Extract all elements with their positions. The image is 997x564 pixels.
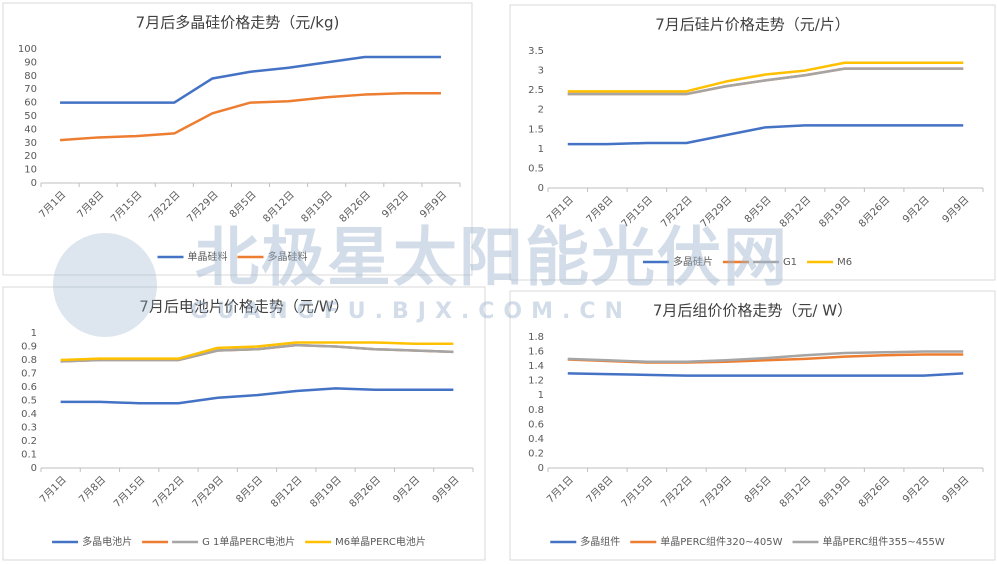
chart-title: 7月后电池片价格走势（元/W） [139,298,348,316]
legend-label: 单晶PERC组件355~455W [823,535,945,548]
y-tick-label: 0 [538,183,544,194]
legend-label: 单晶PERC组件320~405W [660,535,782,548]
panel-frame [509,4,996,281]
y-tick-label: 0.3 [21,423,37,434]
y-tick-label: 10 [24,165,37,176]
y-tick-label: 1.5 [528,124,544,135]
legend-label: M6 [837,257,852,268]
y-tick-label: 1.4 [528,361,544,372]
data-line [567,61,964,93]
y-tick-label: 60 [24,98,37,109]
legend-label: 单晶硅料 [188,250,228,263]
y-tick-label: 1 [538,390,544,401]
watermark-text: 北极星太阳能光伏网 [195,222,789,296]
y-tick-label: 100 [18,44,37,55]
y-tick-label: 0.1 [21,450,37,461]
chart-title: 7月后硅片价格走势（元/片） [655,16,850,34]
chart-title: 7月后组价价格走势（元/ W） [653,302,852,320]
chart-panel: 7月后电池片价格走势（元/W） 0 0.1 0.2 0.3 0.4 0.5 0.6 0.7 0.8… [2,286,486,561]
y-tick-label: 1.8 [528,332,544,343]
data-line [567,350,964,363]
data-line [567,67,964,96]
y-tick-label: 30 [24,138,37,149]
data-line [60,343,454,363]
data-line [60,55,441,104]
y-tick-label: 0.6 [528,419,544,430]
y-tick-label: 0.8 [528,405,544,416]
legend: 多晶电池片 G 1单晶PERC电池片 M6单晶PERC电池片 [52,535,426,548]
y-tick-label: 3.5 [528,46,544,57]
data-line [567,124,964,146]
y-tick-label: 0.4 [528,434,544,445]
y-tick-label: 90 [24,57,37,68]
y-tick-label: 40 [24,124,37,135]
legend-label: 多晶硅料 [268,250,308,263]
watermark-url: GUANGFU.BJX.COM.CN [190,299,632,324]
y-tick-label: 0 [31,178,37,189]
y-tick-label: 70 [24,84,37,95]
panel-frame [509,290,996,561]
y-tick-label: 0.2 [21,436,37,447]
data-line [60,341,454,362]
y-tick-label: 20 [24,151,37,162]
y-tick-label: 0 [538,463,544,474]
legend-label: 多晶硅片 [673,255,713,268]
watermark: 北极星太阳能光伏网 GUANGFU.BJX.COM.CN [53,222,789,337]
y-tick-label: 2 [538,105,544,116]
y-tick-label: 2.5 [528,85,544,96]
y-tick-label: 0.2 [528,448,544,459]
y-tick-label: 0.7 [21,369,37,380]
y-tick-label: 1 [31,328,37,339]
y-tick-label: 1.2 [528,376,544,387]
y-tick-label: 0.6 [21,382,37,393]
data-line [567,372,964,377]
legend-label: G 1单晶PERC电池片 [202,535,295,548]
legend: 多晶硅片 G1 M6 [642,255,852,268]
y-tick-label: 0.5 [528,163,544,174]
data-line [60,387,454,405]
y-tick-label: 0 [31,463,37,474]
chart-panel: 7月后多晶硅价格走势（元/kg)01020304050607080901007月… [2,2,473,276]
y-tick-label: 0.9 [21,342,37,353]
y-tick-label: 0.8 [21,355,37,366]
watermark-logo [53,233,157,337]
legend: 多晶组件 单晶PERC组件320~405W 单晶PERC组件355~455W [550,535,945,548]
chart-panel: 7月后组价价格走势（元/ W） 0 0.2 0.4 0.6 0.8 1 1.2 1.4 1.6 1.… [509,290,996,561]
legend-label: 多晶电池片 [82,535,132,548]
y-tick-label: 0.4 [21,409,37,420]
legend-label: M6单晶PERC电池片 [335,535,426,548]
data-line [59,91,441,142]
legend: 单晶硅料 多晶硅料 [157,250,308,263]
legend-label: 多晶组件 [580,535,620,548]
y-tick-label: 80 [24,71,37,82]
chart-title: 7月后多晶硅价格走势（元/kg) [136,14,340,32]
y-tick-label: 1 [538,144,544,155]
y-tick-label: 0.5 [21,396,37,407]
y-tick-label: 1.6 [528,347,544,358]
y-tick-label: 50 [24,111,37,122]
legend-label: G1 [783,257,797,268]
y-tick-label: 3 [538,66,544,77]
panel-frame [2,286,486,561]
